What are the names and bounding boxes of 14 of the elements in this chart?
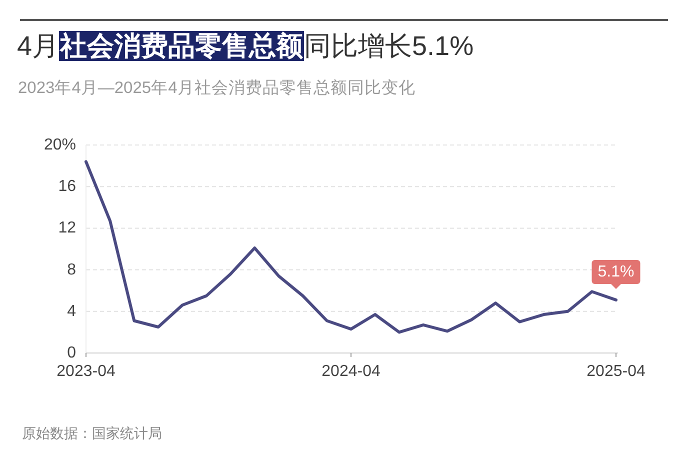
x-tick-label: 2023-04 (56, 363, 116, 380)
y-tick-label: 4 (67, 302, 76, 320)
y-tick-label: 20% (44, 136, 76, 154)
chart-title: 4月社会消费品零售总额同比增长5.1% (17, 30, 474, 63)
x-tick-label: 2025-04 (586, 363, 646, 380)
y-tick-label: 16 (58, 178, 76, 196)
chart-subtitle: 2023年4月—2025年4月社会消费品零售总额同比变化 (18, 78, 416, 99)
y-tick-label: 8 (67, 261, 76, 278)
data-label: 5.1% (598, 263, 634, 280)
x-tick-label: 2024-04 (322, 363, 380, 380)
y-tick-label: 0 (67, 344, 76, 362)
text: 原始数据：国家统计局 (22, 424, 162, 443)
y-tick-label: 12 (58, 220, 76, 237)
value-label: 5.1% (592, 260, 640, 289)
